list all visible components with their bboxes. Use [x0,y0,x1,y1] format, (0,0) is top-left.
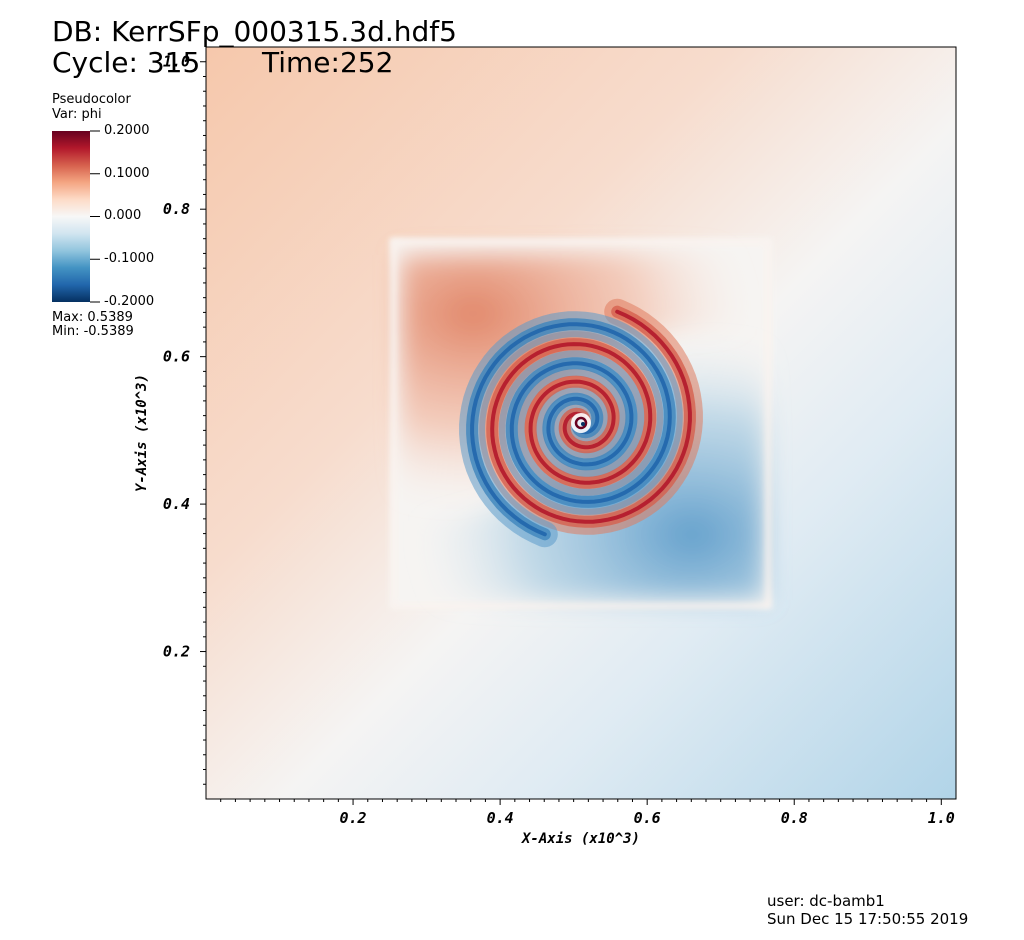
database-title: DB: KerrSFp_000315.3d.hdf5 [52,15,457,48]
spiral-arm [470,322,672,537]
legend-plot-type: Pseudocolor [52,92,131,107]
spiral-core [571,413,591,433]
y-tick-label: 0.2 [163,643,190,661]
x-tick-label: 1.0 [928,809,955,827]
axes: 0.2 0.4 0.6 0.8 1.0 0.2 0.4 0.6 0.8 1.0 X-Axis (x1… [134,53,955,847]
y-axis-label: Y-Axis (x10^3) [134,374,150,492]
colorbar-ticks [90,130,100,303]
user-label: user: dc-bamb1 [767,892,885,910]
colorbar-label: -0.2000 [104,294,155,309]
y-tick-label: 0.8 [163,200,190,218]
spiral-core-dot [581,422,585,426]
colorbar [52,131,90,302]
x-tick-label: 0.8 [781,809,808,827]
heatmap-field [206,47,956,799]
y-tick-label: 1.0 [163,53,190,71]
x-axis-label: X-Axis (x10^3) [521,831,640,847]
spiral-core-ring [574,416,588,430]
colorbar-label: 0.2000 [104,123,150,138]
plot-frame [205,46,957,800]
date-label: Sun Dec 15 17:50:55 2019 [767,910,969,928]
y-tick-label: 0.4 [163,495,190,513]
x-tick-label: 0.4 [487,809,514,827]
colorbar-label: -0.1000 [104,251,155,266]
time-label: Time:252 [262,46,394,79]
legend-max: Max: 0.5389 [52,310,133,325]
x-tick-label: 0.2 [340,809,367,827]
x-tick-label: 0.6 [634,809,661,827]
colorbar-label: 0.000 [104,208,142,223]
cycle-label: Cycle: 315 [52,46,201,79]
colorbar-label: 0.1000 [104,166,150,181]
y-tick-label: 0.6 [163,348,190,366]
legend-variable: Var: phi [52,107,102,122]
spiral-arm [490,309,692,524]
legend-min: Min: -0.5389 [52,324,134,339]
spiral-vortex [459,298,703,548]
